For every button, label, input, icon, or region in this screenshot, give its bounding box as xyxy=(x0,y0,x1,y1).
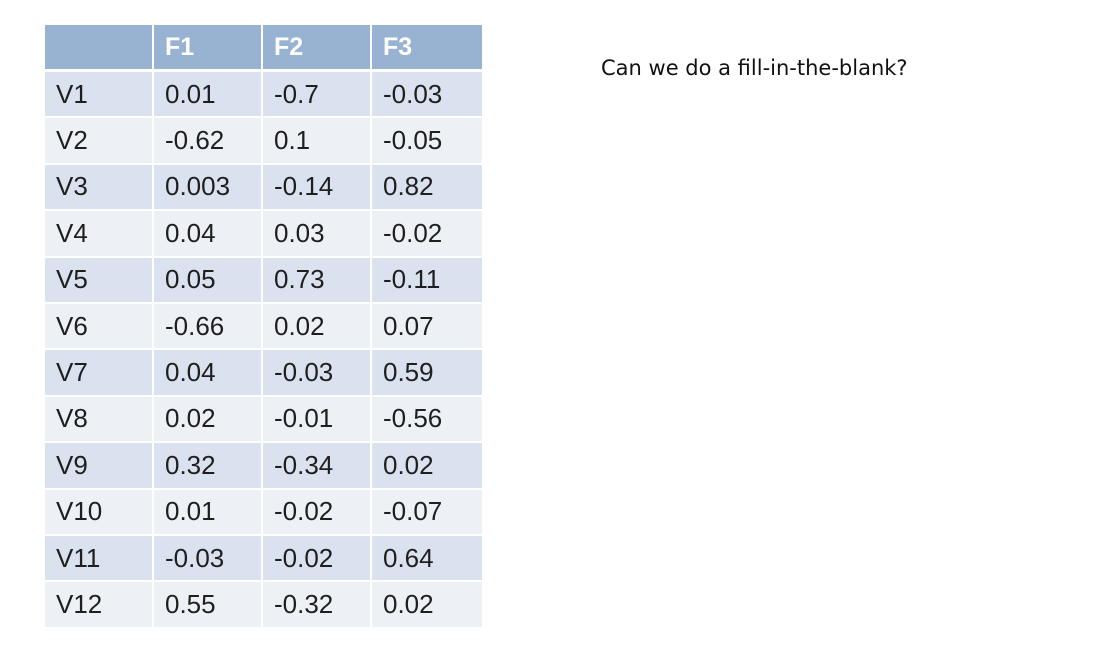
row-label: V9 xyxy=(45,443,154,490)
cell-f2: -0.02 xyxy=(263,489,372,536)
cell-f3: -0.56 xyxy=(372,396,482,444)
cell-f3: -0.02 xyxy=(372,211,482,258)
cell-f2: -0.7 xyxy=(263,72,372,119)
cell-f1: 0.55 xyxy=(154,582,263,629)
table-row: V8 0.02 -0.01 -0.56 xyxy=(45,396,482,444)
table-row: V3 0.003 -0.14 0.82 xyxy=(45,164,482,212)
table-row: V2 -0.62 0.1 -0.05 xyxy=(45,118,482,165)
cell-f3: 0.02 xyxy=(372,582,482,629)
header-row: F1 F2 F3 xyxy=(45,25,482,72)
row-label: V7 xyxy=(45,350,154,397)
cell-f3: 0.02 xyxy=(372,443,482,490)
table-row: V12 0.55 -0.32 0.02 xyxy=(45,582,482,629)
cell-f1: 0.05 xyxy=(154,257,263,304)
row-label: V5 xyxy=(45,257,154,304)
row-label: V12 xyxy=(45,582,154,629)
cell-f2: -0.01 xyxy=(263,396,372,444)
header-cell-f3: F3 xyxy=(372,25,482,72)
row-label: V1 xyxy=(45,72,154,119)
cell-f3: -0.03 xyxy=(372,72,482,119)
cell-f1: 0.04 xyxy=(154,350,263,397)
cell-f3: -0.11 xyxy=(372,257,482,304)
cell-f1: -0.03 xyxy=(154,535,263,583)
cell-f3: 0.07 xyxy=(372,303,482,351)
cell-f2: 0.1 xyxy=(263,118,372,165)
cell-f3: -0.07 xyxy=(372,489,482,536)
table-row: V4 0.04 0.03 -0.02 xyxy=(45,211,482,258)
cell-f1: 0.003 xyxy=(154,164,263,212)
cell-f1: -0.66 xyxy=(154,303,263,351)
cell-f1: 0.04 xyxy=(154,211,263,258)
row-label: V2 xyxy=(45,118,154,165)
cell-f1: 0.01 xyxy=(154,489,263,536)
cell-f2: -0.32 xyxy=(263,582,372,629)
row-label: V4 xyxy=(45,211,154,258)
table-row: V5 0.05 0.73 -0.11 xyxy=(45,257,482,304)
table-row: V11 -0.03 -0.02 0.64 xyxy=(45,535,482,583)
row-label: V6 xyxy=(45,303,154,351)
cell-f3: 0.82 xyxy=(372,164,482,212)
cell-f1: 0.02 xyxy=(154,396,263,444)
table-row: V1 0.01 -0.7 -0.03 xyxy=(45,72,482,119)
table-row: V10 0.01 -0.02 -0.07 xyxy=(45,489,482,536)
cell-f1: 0.01 xyxy=(154,72,263,119)
row-label: V10 xyxy=(45,489,154,536)
table-row: V7 0.04 -0.03 0.59 xyxy=(45,350,482,397)
row-label: V11 xyxy=(45,535,154,583)
row-label: V3 xyxy=(45,164,154,212)
table-header: F1 F2 F3 xyxy=(45,25,482,72)
header-cell-variable xyxy=(45,25,154,72)
cell-f3: -0.05 xyxy=(372,118,482,165)
cell-f3: 0.64 xyxy=(372,535,482,583)
header-cell-f2: F2 xyxy=(263,25,372,72)
cell-f2: -0.03 xyxy=(263,350,372,397)
cell-f2: 0.73 xyxy=(263,257,372,304)
cell-f3: 0.59 xyxy=(372,350,482,397)
row-label: V8 xyxy=(45,396,154,444)
cell-f2: 0.03 xyxy=(263,211,372,258)
factor-loadings-table: F1 F2 F3 V1 0.01 -0.7 -0.03 V2 -0.62 0.1… xyxy=(45,25,482,629)
table-row: V9 0.32 -0.34 0.02 xyxy=(45,443,482,490)
fill-in-the-blank-question: Can we do a fill-in-the-blank? xyxy=(601,56,908,80)
header-cell-f1: F1 xyxy=(154,25,263,72)
cell-f2: -0.34 xyxy=(263,443,372,490)
table-body: V1 0.01 -0.7 -0.03 V2 -0.62 0.1 -0.05 V3… xyxy=(45,72,482,629)
cell-f2: -0.14 xyxy=(263,164,372,212)
cell-f2: 0.02 xyxy=(263,303,372,351)
cell-f1: 0.32 xyxy=(154,443,263,490)
table-row: V6 -0.66 0.02 0.07 xyxy=(45,303,482,351)
cell-f1: -0.62 xyxy=(154,118,263,165)
cell-f2: -0.02 xyxy=(263,535,372,583)
